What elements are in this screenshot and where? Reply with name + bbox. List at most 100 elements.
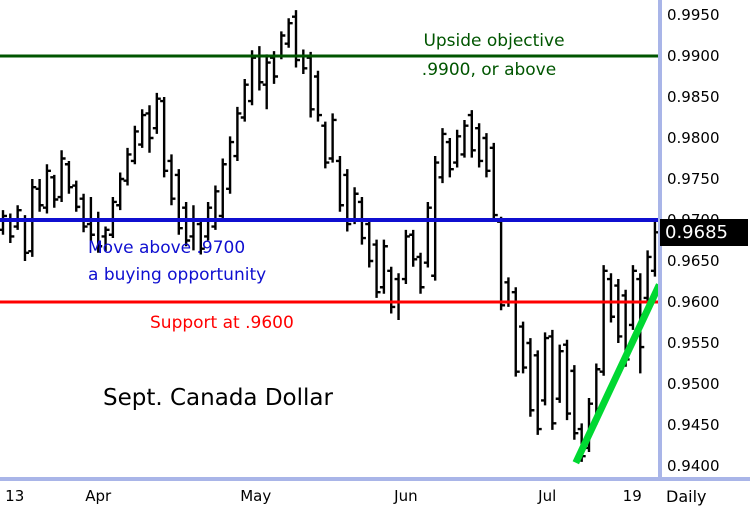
price-axis-label: 0.9500 xyxy=(667,375,720,393)
annotation-support: Support at .9600 xyxy=(150,313,294,333)
ohlc-bar xyxy=(123,147,132,186)
ohlc-bar xyxy=(174,169,183,235)
annotation-buy-trigger-line2: a buying opportunity xyxy=(88,265,267,285)
ohlc-bar xyxy=(167,154,176,206)
ohlc-bar xyxy=(519,321,528,374)
ohlc-bar xyxy=(248,50,257,106)
ohlc-bar xyxy=(599,265,608,376)
annotation-upside-objective-line2: .9900, or above xyxy=(421,60,557,80)
ohlc-bar xyxy=(101,226,110,252)
ohlc-bar xyxy=(548,329,557,430)
ohlc-bar xyxy=(138,109,147,148)
timeframe-label: Daily xyxy=(666,487,707,506)
ohlc-bar xyxy=(387,266,396,314)
ohlc-bar xyxy=(614,279,623,343)
ohlc-bar xyxy=(292,10,300,68)
ohlc-bar xyxy=(6,213,15,243)
price-axis-label: 0.9750 xyxy=(667,170,720,188)
time-axis-label: 13 xyxy=(5,487,25,505)
uptrend-line xyxy=(572,283,659,465)
ohlc-bar xyxy=(445,138,454,178)
ohlc-bar xyxy=(0,210,7,235)
ohlc-bar xyxy=(497,216,506,311)
annotation-buy-trigger-line1: Move above .9700 xyxy=(88,238,246,258)
ohlc-bar xyxy=(643,250,652,303)
annotation-upside-objective-line1: Upside objective xyxy=(423,31,565,51)
ohlc-bar xyxy=(130,125,139,165)
price-axis-label: 0.9550 xyxy=(667,334,720,352)
time-axis-label: May xyxy=(240,487,272,505)
ohlc-bar xyxy=(145,105,154,153)
ohlc-bar xyxy=(240,78,249,122)
time-axis-label: Jun xyxy=(394,487,418,505)
ohlc-bar xyxy=(555,344,564,403)
ohlc-bar xyxy=(570,365,579,440)
ohlc-bar xyxy=(475,123,484,168)
ohlc-bar xyxy=(196,220,205,255)
ohlc-bar xyxy=(423,201,432,268)
chart-title: Sept. Canada Dollar xyxy=(103,385,333,411)
ohlc-bar xyxy=(299,49,308,75)
ohlc-bar xyxy=(394,273,403,321)
time-axis-label: Jul xyxy=(538,487,557,505)
ohlc-bar xyxy=(79,193,88,233)
ohlc-bar xyxy=(262,54,271,110)
ohlc-bar xyxy=(218,158,227,220)
time-axis-label: 19 xyxy=(622,487,642,505)
ohlc-bar xyxy=(72,180,81,212)
ohlc-bar xyxy=(42,164,51,214)
ohlc-bar xyxy=(628,265,637,330)
ohlc-bar xyxy=(255,46,264,91)
ohlc-bar xyxy=(343,169,352,232)
ohlc-bar xyxy=(321,121,330,169)
ohlc-bar xyxy=(563,339,572,421)
chart-canvas[interactable] xyxy=(0,0,659,478)
time-axis-frame xyxy=(0,477,750,481)
ohlc-bar xyxy=(526,338,535,417)
ohlc-bar xyxy=(365,220,374,268)
ohlc-bar xyxy=(379,239,388,294)
ohlc-bar xyxy=(335,156,344,212)
ohlc-bar xyxy=(152,92,161,134)
price-chart: Upside objective .9900, or above Move ab… xyxy=(0,0,659,478)
ohlc-bar xyxy=(284,18,293,48)
ohlc-bar xyxy=(460,119,469,158)
ohlc-bar xyxy=(416,252,425,294)
time-axis-label: Apr xyxy=(85,487,112,505)
ohlc-bar xyxy=(57,150,66,202)
price-axis-label: 0.9950 xyxy=(667,6,720,24)
ohlc-bar xyxy=(541,332,550,406)
price-axis-label: 0.9600 xyxy=(667,293,720,311)
price-axis-label: 0.9450 xyxy=(667,416,720,434)
price-axis-label: 0.9850 xyxy=(667,88,720,106)
ohlc-bar xyxy=(372,239,381,298)
ohlc-bar xyxy=(467,110,476,158)
ohlc-bar xyxy=(409,229,418,267)
price-axis-label: 0.9800 xyxy=(667,129,720,147)
ohlc-bar xyxy=(233,106,242,161)
ohlc-bar xyxy=(211,185,220,230)
ohlc-bar xyxy=(28,179,37,257)
ohlc-bar xyxy=(533,350,542,435)
price-axis-label: 0.9900 xyxy=(667,47,720,65)
ohlc-bar xyxy=(182,201,191,247)
price-axis-label: 0.9650 xyxy=(667,252,720,270)
ohlc-bar xyxy=(108,197,117,239)
ohlc-bar xyxy=(438,128,447,184)
ohlc-bar xyxy=(64,160,73,194)
ohlc-bar xyxy=(606,273,615,323)
ohlc-bar xyxy=(313,70,322,122)
ohlc-bar xyxy=(306,51,315,118)
price-axis-label: 0.9400 xyxy=(667,457,720,475)
last-price-tag: 0.9685 xyxy=(660,219,748,247)
ohlc-bar xyxy=(50,174,59,208)
ohlc-bar xyxy=(489,142,498,220)
ohlc-bar xyxy=(453,129,462,168)
ohlc-bar xyxy=(13,205,22,230)
ohlc-bar xyxy=(328,113,337,163)
ohlc-bar xyxy=(226,136,235,194)
ohlc-bar xyxy=(35,179,44,212)
ohlc-bar xyxy=(116,172,125,211)
ohlc-bar xyxy=(160,97,169,178)
